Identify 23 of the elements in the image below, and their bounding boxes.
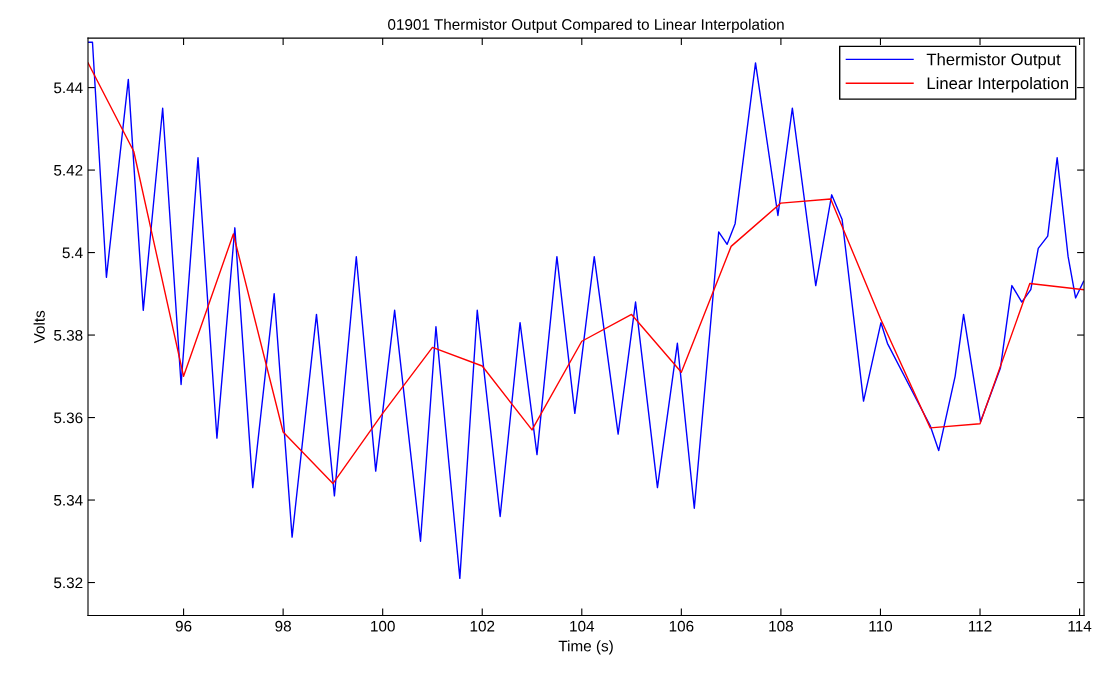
x-tick-label: 96 xyxy=(175,620,192,632)
x-tick-label: 108 xyxy=(769,620,793,632)
x-tick-label: 100 xyxy=(371,620,395,632)
y-tick-label: 5.38 xyxy=(54,329,83,341)
y-tick-label: 5.44 xyxy=(54,82,83,94)
legend-label: Thermistor Output xyxy=(926,53,1061,69)
y-tick-label: 5.42 xyxy=(54,164,83,176)
chart-title: 01901 Thermistor Output Compared to Linear Interpolation xyxy=(388,18,784,33)
x-tick-label: 102 xyxy=(470,620,495,632)
x-tick-label: 106 xyxy=(669,620,694,632)
x-tick-label: 98 xyxy=(275,620,291,632)
x-tick-label: 104 xyxy=(570,620,595,632)
y-axis-title: Volts xyxy=(33,310,45,344)
x-tick-label: 112 xyxy=(969,620,992,632)
x-tick-label: 114 xyxy=(1068,620,1092,632)
y-tick-label: 5.4 xyxy=(62,247,83,259)
y-tick-label: 5.36 xyxy=(54,412,83,424)
x-axis-title: Time (s) xyxy=(558,640,613,655)
legend-label: Linear Interpolation xyxy=(927,76,1068,93)
line-series xyxy=(88,41,1085,580)
y-tick-label: 5.34 xyxy=(54,494,83,506)
x-tick-label: 110 xyxy=(869,620,893,632)
y-tick-label: 5.32 xyxy=(54,577,83,589)
